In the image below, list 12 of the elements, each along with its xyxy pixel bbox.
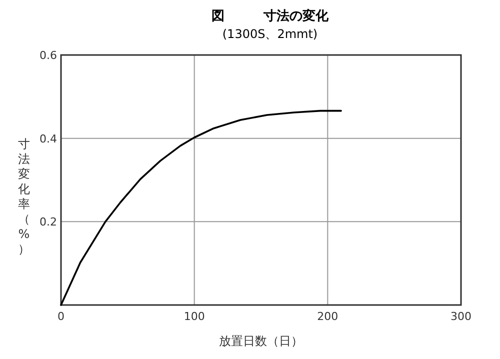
x-tick-label: 0 bbox=[58, 310, 64, 323]
y-axis-title: 寸法変化率（%） bbox=[18, 137, 30, 256]
line-series bbox=[60, 110, 342, 306]
x-tick-label: 200 bbox=[317, 310, 338, 323]
y-tick-label: 0.4 bbox=[40, 132, 57, 146]
x-tick-label: 100 bbox=[184, 310, 205, 323]
chart-subtitle: (1300S、2mmt) bbox=[222, 27, 318, 41]
chart-title: 図 寸法の変化 bbox=[212, 8, 330, 24]
y-tick-label: 0.2 bbox=[40, 216, 57, 229]
x-tick-label: 300 bbox=[450, 310, 472, 323]
x-axis-title: 放置日数（日） bbox=[219, 334, 303, 348]
y-tick-label: 0.6 bbox=[40, 49, 57, 62]
